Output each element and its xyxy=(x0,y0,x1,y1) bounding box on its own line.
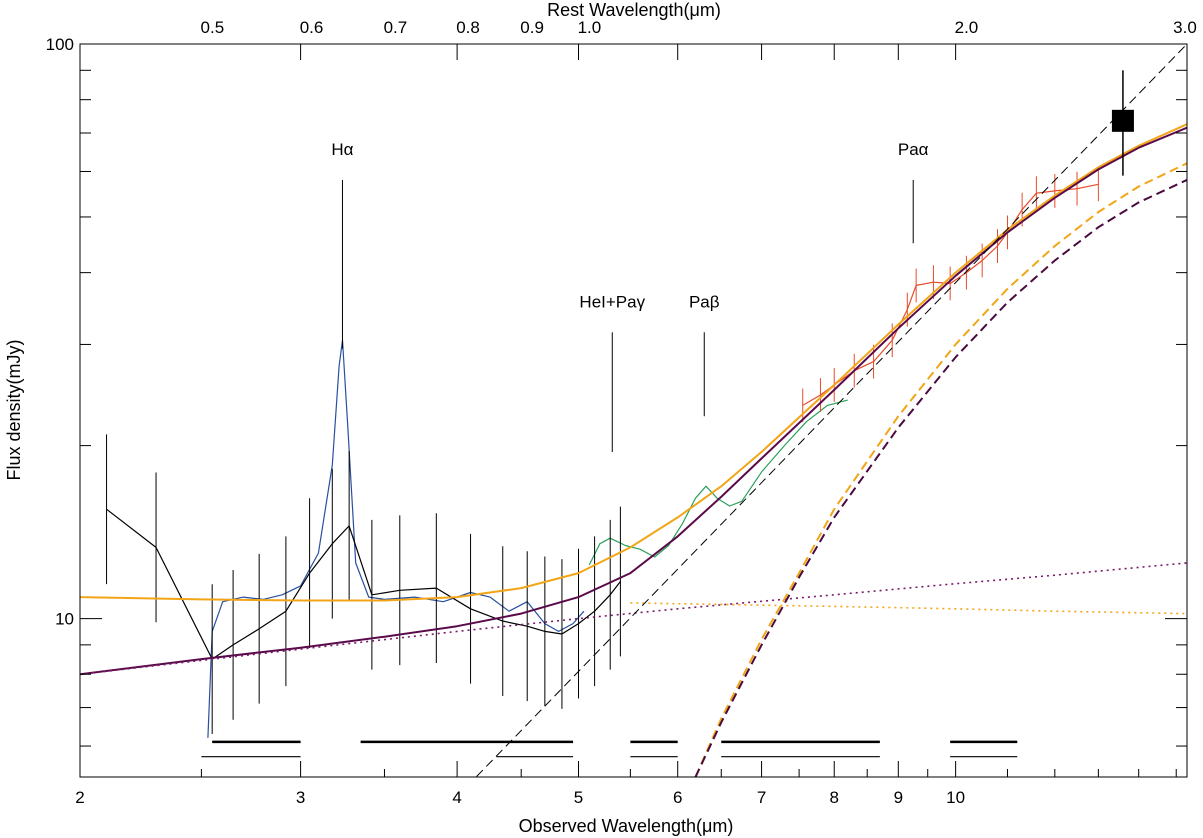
square-point xyxy=(1111,109,1134,132)
series-line-5 xyxy=(80,126,1187,676)
x2-tick-label-7: 3.0 xyxy=(1173,18,1197,37)
x-tick-label-8: 10 xyxy=(946,788,965,807)
x-tick-label-7: 9 xyxy=(894,788,903,807)
x2-tick-label-5: 1.0 xyxy=(578,18,602,37)
x2-tick-label-1: 0.6 xyxy=(300,18,324,37)
x-tick-label-2: 4 xyxy=(452,788,461,807)
x2-tick-label-0: 0.5 xyxy=(201,18,225,37)
plot-frame xyxy=(79,43,1188,778)
series-line-6 xyxy=(630,602,1187,615)
x-axis-title: Observed Wavelength(μm) xyxy=(519,816,734,836)
series-line-1 xyxy=(588,399,848,566)
series-line-9 xyxy=(694,178,1187,777)
x2-tick-label-4: 0.9 xyxy=(520,18,544,37)
series-group xyxy=(80,44,1187,777)
x-tick-label-1: 3 xyxy=(296,788,305,807)
annotation-layer: Hα HeI+Paγ Paβ Paα xyxy=(331,140,929,452)
y-tick-label-1: 100 xyxy=(46,35,74,54)
x-tick-label-5: 7 xyxy=(757,788,766,807)
x2-tick-label-6: 2.0 xyxy=(955,18,979,37)
series-line-7 xyxy=(80,562,1187,676)
x2-tick-label-3: 0.8 xyxy=(456,18,480,37)
annotation-label-2: Paβ xyxy=(689,292,720,311)
series-line-10 xyxy=(475,44,1187,777)
annotation-label-1: HeI+Paγ xyxy=(579,292,645,311)
x-tick-label-4: 6 xyxy=(673,788,682,807)
series-line-8 xyxy=(694,162,1187,777)
annotation-label-3: Paα xyxy=(898,140,929,159)
annotation-label-0: Hα xyxy=(331,140,353,159)
axis-layer: 2 3 4 5 6 7 8 9 10 0.5 0.6 0.7 0.8 0.9 1.0 2.0 3.0 10 100 xyxy=(46,18,1197,807)
x2-tick-label-2: 0.7 xyxy=(384,18,408,37)
y-axis-title: Flux density(mJy) xyxy=(4,339,24,480)
series-line-4 xyxy=(80,123,1187,602)
x2-axis-title: Rest Wavelength(μm) xyxy=(547,0,721,20)
x-tick-label-0: 2 xyxy=(75,788,84,807)
series-layer xyxy=(80,44,1187,777)
y-tick-label-0: 10 xyxy=(55,610,74,629)
x-tick-label-6: 8 xyxy=(829,788,838,807)
x-tick-label-3: 5 xyxy=(574,788,583,807)
